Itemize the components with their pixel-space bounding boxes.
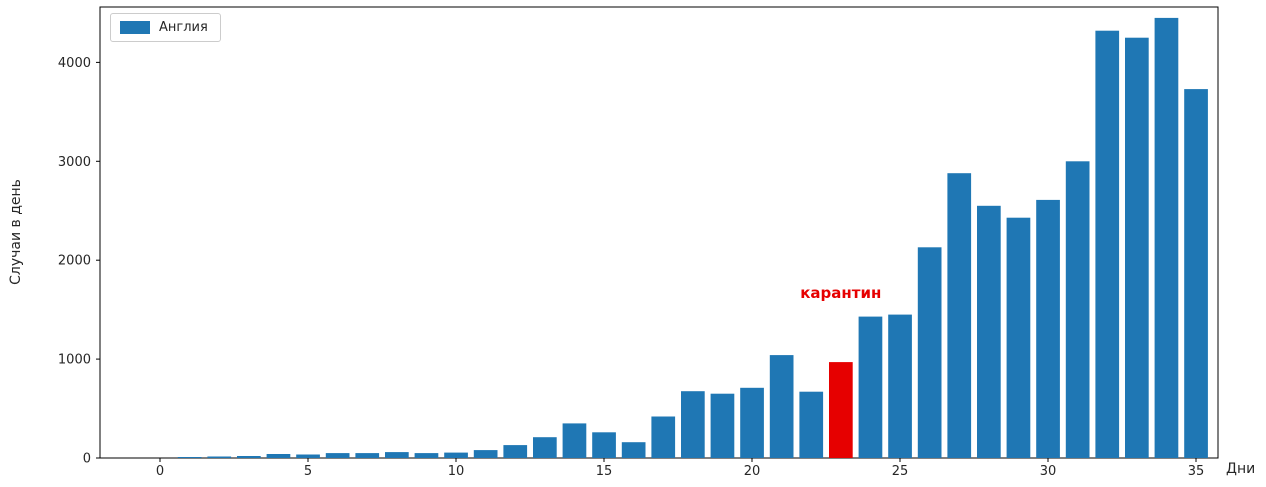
bar-day-16 — [621, 442, 646, 458]
bar-day-32 — [1095, 30, 1120, 458]
y-tick-label: 2000 — [58, 254, 91, 269]
x-tick-label: 30 — [1040, 464, 1057, 479]
x-tick-label: 15 — [596, 464, 613, 479]
bar-day-33 — [1125, 37, 1149, 458]
bar-day-18 — [681, 391, 705, 458]
bars-group — [177, 17, 1208, 459]
bar-day-3 — [237, 456, 261, 458]
x-tick-label: 5 — [304, 464, 312, 479]
y-tick-label: 1000 — [58, 353, 91, 368]
y-axis-label: Случаи в день — [8, 179, 24, 285]
bar-day-26 — [917, 247, 942, 458]
bar-day-20 — [740, 387, 764, 458]
bar-day-14 — [562, 423, 587, 458]
bar-day-5 — [296, 454, 320, 458]
legend-color-swatch — [120, 21, 150, 34]
bar-day-30 — [1036, 199, 1060, 458]
bar-day-29 — [1006, 217, 1031, 458]
bar-day-15 — [592, 432, 616, 458]
x-tick-label: 20 — [744, 464, 761, 479]
bar-day-10 — [444, 452, 468, 458]
quarantine-annotation: карантин — [800, 284, 881, 302]
bar-day-6 — [325, 453, 350, 458]
y-tick-label: 0 — [83, 452, 91, 467]
y-tick-label: 3000 — [58, 155, 91, 170]
bar-day-9 — [414, 453, 439, 458]
bar-day-25 — [888, 314, 912, 458]
bar-day-19 — [710, 393, 735, 458]
bar-day-1 — [177, 457, 202, 458]
bar-day-31 — [1065, 161, 1090, 459]
bar-day-7 — [355, 453, 380, 458]
bar-day-4 — [266, 454, 291, 458]
x-tick-label: 10 — [448, 464, 465, 479]
bar-day-17 — [651, 416, 676, 458]
bar-day-35 — [1184, 89, 1208, 458]
bar-day-12 — [503, 445, 528, 458]
x-tick-label: 0 — [156, 464, 164, 479]
bar-day-2 — [207, 456, 232, 458]
bar-day-21 — [769, 355, 794, 458]
bar-day-24 — [858, 316, 883, 458]
bar-day-13 — [533, 437, 557, 458]
bar-day-22 — [799, 391, 824, 458]
bar-day-34 — [1154, 17, 1179, 459]
x-axis-label: Дни — [1226, 461, 1255, 477]
legend-series-label: Англия — [159, 20, 208, 35]
legend: Англия — [110, 13, 221, 42]
bar-day-11 — [473, 450, 498, 458]
bar-day-28 — [977, 205, 1001, 458]
ticks-group: 0 5 10 15 20 25 30 35 0 1000 2000 3000 4000 — [58, 56, 1204, 479]
x-tick-label: 25 — [892, 464, 909, 479]
x-tick-label: 35 — [1188, 464, 1205, 479]
bar-day-27 — [947, 173, 972, 458]
bar-day-23-highlighted — [829, 362, 853, 458]
y-tick-label: 4000 — [58, 56, 91, 71]
bar-day-8 — [385, 452, 409, 458]
